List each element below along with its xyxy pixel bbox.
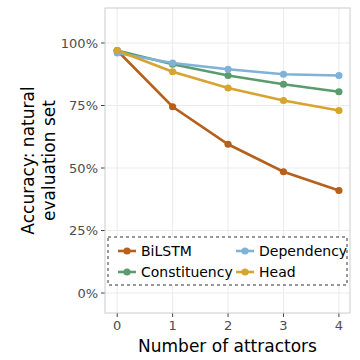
series-point (280, 168, 287, 175)
series-point (335, 72, 342, 79)
x-tick (228, 313, 229, 317)
series-point (335, 107, 342, 114)
x-tick (117, 313, 118, 317)
grid-line-y (105, 293, 350, 294)
y-tick-label: 75% (69, 98, 98, 113)
series-point (224, 141, 231, 148)
x-tick (338, 313, 339, 317)
grid-line-y (105, 43, 350, 44)
y-tick (101, 293, 105, 294)
x-tick-label: 3 (279, 318, 287, 333)
y-axis-label: Accuracy: naturalevaluation set (18, 86, 59, 234)
x-tick (172, 313, 173, 317)
grid-line-y (105, 168, 350, 169)
series-line (117, 51, 339, 111)
chart: 0% 25% 50% 75% 100% 0 1 2 3 4 Number of attractors… (0, 0, 360, 360)
y-tick-label: 25% (69, 223, 98, 238)
series-point (224, 66, 231, 73)
series-point (114, 47, 121, 54)
y-tick-label: 50% (69, 161, 98, 176)
series-point (169, 103, 176, 110)
series-point (224, 84, 231, 91)
series-group (114, 47, 343, 194)
series-point (114, 47, 121, 54)
x-tick-label: 0 (113, 318, 121, 333)
legend-box (108, 237, 347, 285)
legend-swatch-marker (241, 247, 248, 254)
y-tick (101, 168, 105, 169)
series-point (280, 81, 287, 88)
series-point (224, 72, 231, 79)
series-point (335, 88, 342, 95)
grid-line-y (105, 230, 350, 231)
series-line (117, 51, 339, 191)
x-tick-label: 2 (224, 318, 232, 333)
x-tick-label: 4 (335, 318, 343, 333)
plot-background (105, 8, 350, 313)
y-tick (101, 43, 105, 44)
series-point (169, 59, 176, 66)
legend-label: Constituency (141, 264, 233, 280)
y-tick (101, 105, 105, 106)
legend-swatch-marker (241, 268, 248, 275)
legend-label: Head (259, 264, 296, 280)
legend-swatch-marker (123, 247, 130, 254)
y-axis-label-line: Accuracy: natural (18, 86, 38, 234)
x-tick (283, 313, 284, 317)
series-point (169, 68, 176, 75)
x-tick-label: 1 (168, 318, 176, 333)
series-point (335, 187, 342, 194)
series-point (280, 97, 287, 104)
x-axis-label: Number of attractors (138, 336, 317, 356)
y-tick (101, 230, 105, 231)
series-point (114, 47, 121, 54)
y-tick-label: 100% (61, 36, 98, 51)
y-axis-label-line: evaluation set (39, 100, 59, 221)
series-point (280, 71, 287, 78)
plot-frame (105, 8, 350, 313)
legend-label: BiLSTM (141, 243, 192, 259)
legend-label: Dependency (259, 243, 347, 259)
legend-swatch-marker (123, 268, 130, 275)
y-tick-label: 0% (77, 286, 98, 301)
series-line (117, 51, 339, 92)
